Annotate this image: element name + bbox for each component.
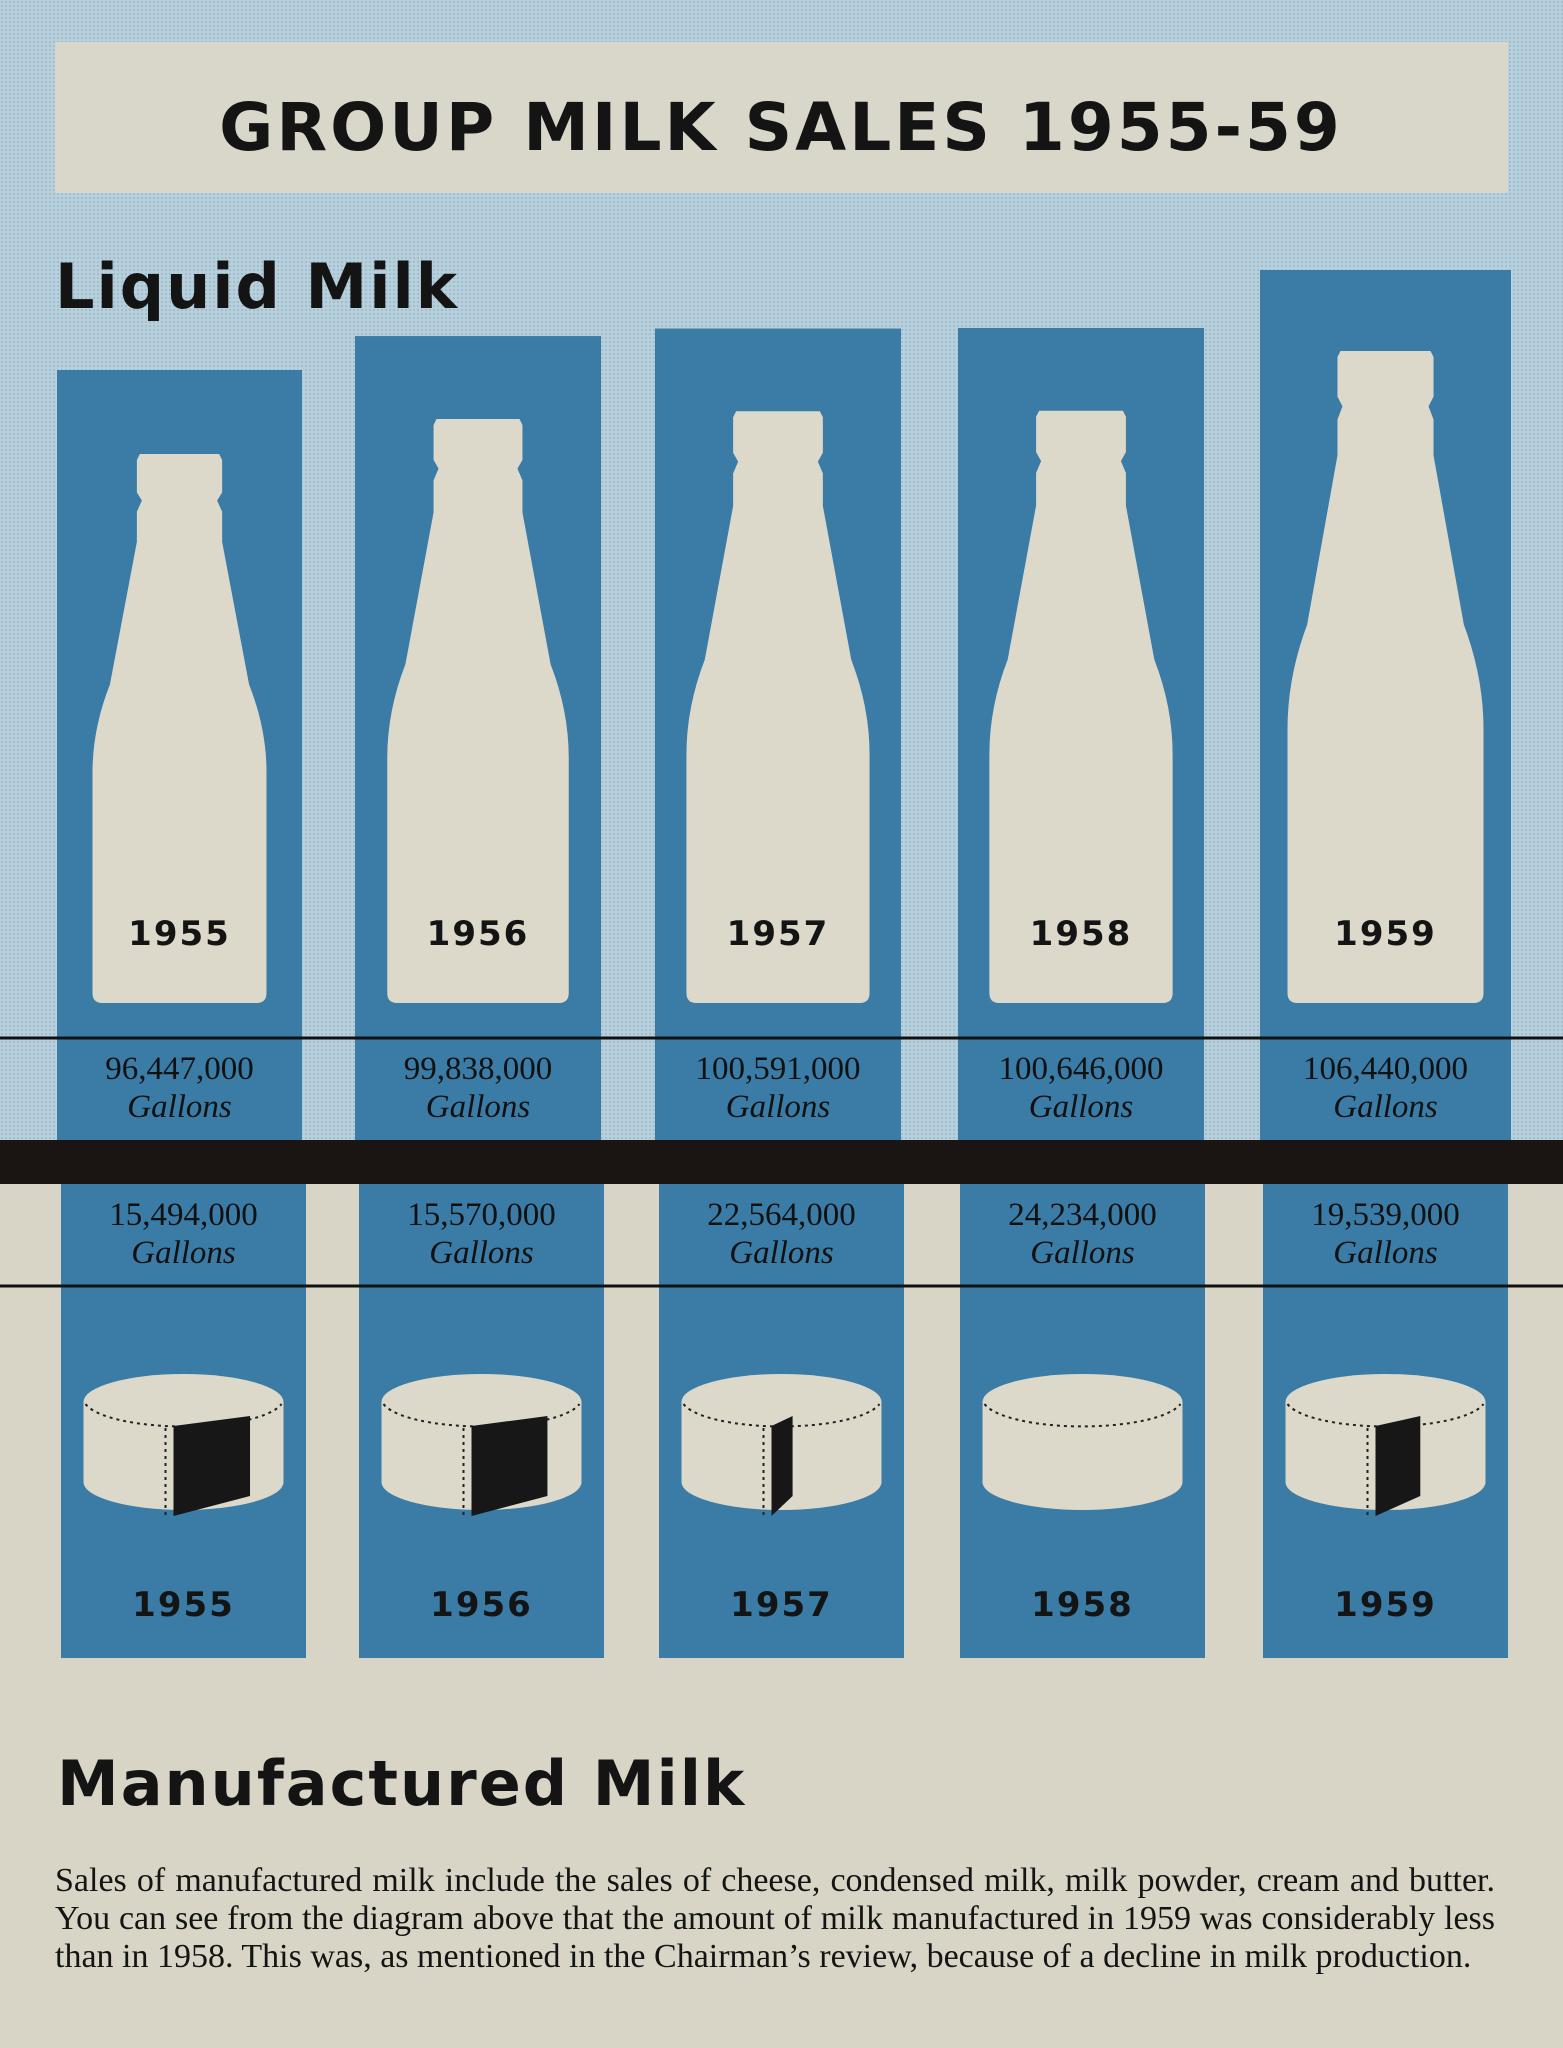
cheese-wheel-icon [381, 1374, 582, 1518]
liquid-milk-heading: Liquid Milk [55, 250, 459, 323]
liquid-value-label: 106,440,000 [1303, 1051, 1468, 1087]
liquid-year-label: 1955 [128, 914, 231, 954]
liquid-value-label: 100,646,000 [999, 1051, 1164, 1087]
liquid-value-label: 96,447,000 [105, 1051, 254, 1087]
liquid-value-label: 100,591,000 [696, 1051, 861, 1087]
manufactured-unit-label: Gallons [729, 1235, 834, 1271]
cheese-wedge-cutout [471, 1416, 548, 1516]
milk-bottle-icon [1287, 351, 1484, 1003]
manufactured-value-label: 15,570,000 [407, 1197, 556, 1233]
milk-bottle-icon [387, 419, 569, 1004]
black-band [0, 1140, 1563, 1184]
liquid-unit-label: Gallons [127, 1089, 232, 1125]
description-paragraph: Sales of manufactured milk include the s… [55, 1862, 1495, 1975]
manufactured-unit-label: Gallons [429, 1235, 534, 1271]
milk-bottle-icon [686, 411, 870, 1004]
cheese-wheel-icon [681, 1374, 882, 1518]
liquid-year-label: 1958 [1030, 914, 1133, 954]
liquid-unit-label: Gallons [726, 1089, 831, 1125]
cheese-wheel-icon [1285, 1374, 1486, 1518]
cheese-wedge-cutout [173, 1416, 251, 1516]
manufactured-year-label: 1958 [1031, 1585, 1134, 1625]
liquid-unit-label: Gallons [426, 1089, 531, 1125]
manufactured-year-label: 1957 [730, 1585, 833, 1625]
manufactured-year-label: 1955 [132, 1585, 235, 1625]
milk-bottle-icon [92, 454, 267, 1003]
cheese-wedge-cutout [771, 1416, 793, 1516]
manufactured-value-label: 15,494,000 [109, 1197, 258, 1233]
title-box [55, 42, 1508, 193]
manufactured-year-label: 1959 [1334, 1585, 1437, 1625]
cheese-wheel-icon [982, 1374, 1183, 1510]
liquid-year-label: 1957 [727, 914, 830, 954]
cheese-wheel-icon [83, 1374, 284, 1518]
page-title: GROUP MILK SALES 1955-59 [219, 89, 1343, 166]
manufactured-milk-heading: Manufactured Milk [57, 1747, 746, 1820]
manufactured-unit-label: Gallons [1030, 1235, 1135, 1271]
manufactured-value-label: 22,564,000 [707, 1197, 856, 1233]
cheese-wedge-cutout [1375, 1416, 1421, 1516]
manufactured-value-label: 24,234,000 [1008, 1197, 1157, 1233]
liquid-year-label: 1956 [427, 914, 530, 954]
liquid-unit-label: Gallons [1029, 1089, 1134, 1125]
milk-bottle-icon [989, 410, 1173, 1004]
liquid-year-label: 1959 [1334, 914, 1437, 954]
liquid-unit-label: Gallons [1333, 1089, 1438, 1125]
liquid-value-label: 99,838,000 [404, 1051, 553, 1087]
manufactured-year-label: 1956 [430, 1585, 533, 1625]
manufactured-unit-label: Gallons [131, 1235, 236, 1271]
manufactured-unit-label: Gallons [1333, 1235, 1438, 1271]
manufactured-value-label: 19,539,000 [1311, 1197, 1460, 1233]
